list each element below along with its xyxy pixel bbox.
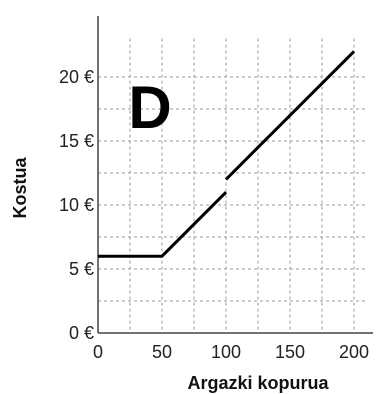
x-tick-label: 100 — [211, 342, 241, 362]
axes — [97, 16, 373, 334]
series-lines — [98, 50, 356, 258]
x-axis-label: Argazki kopurua — [187, 373, 329, 393]
x-tick-label: 50 — [152, 342, 172, 362]
x-tick-label: 0 — [93, 342, 103, 362]
y-tick-label: 0 € — [69, 323, 94, 343]
y-tick-label: 10 € — [59, 195, 94, 215]
panel-label: D — [128, 74, 171, 141]
y-tick-label: 15 € — [59, 131, 94, 151]
tick-labels: 0 50 100 150 200 0 € 5 € 10 € 15 € 20 € — [59, 67, 369, 362]
x-tick-label: 150 — [275, 342, 305, 362]
x-tick-label: 200 — [339, 342, 369, 362]
y-tick-label: 20 € — [59, 67, 94, 87]
series-segment-1 — [98, 191, 228, 258]
grid — [98, 38, 367, 333]
y-tick-label: 5 € — [69, 259, 94, 279]
series-segment-2 — [224, 50, 356, 181]
y-axis-label: Kostua — [10, 157, 30, 219]
